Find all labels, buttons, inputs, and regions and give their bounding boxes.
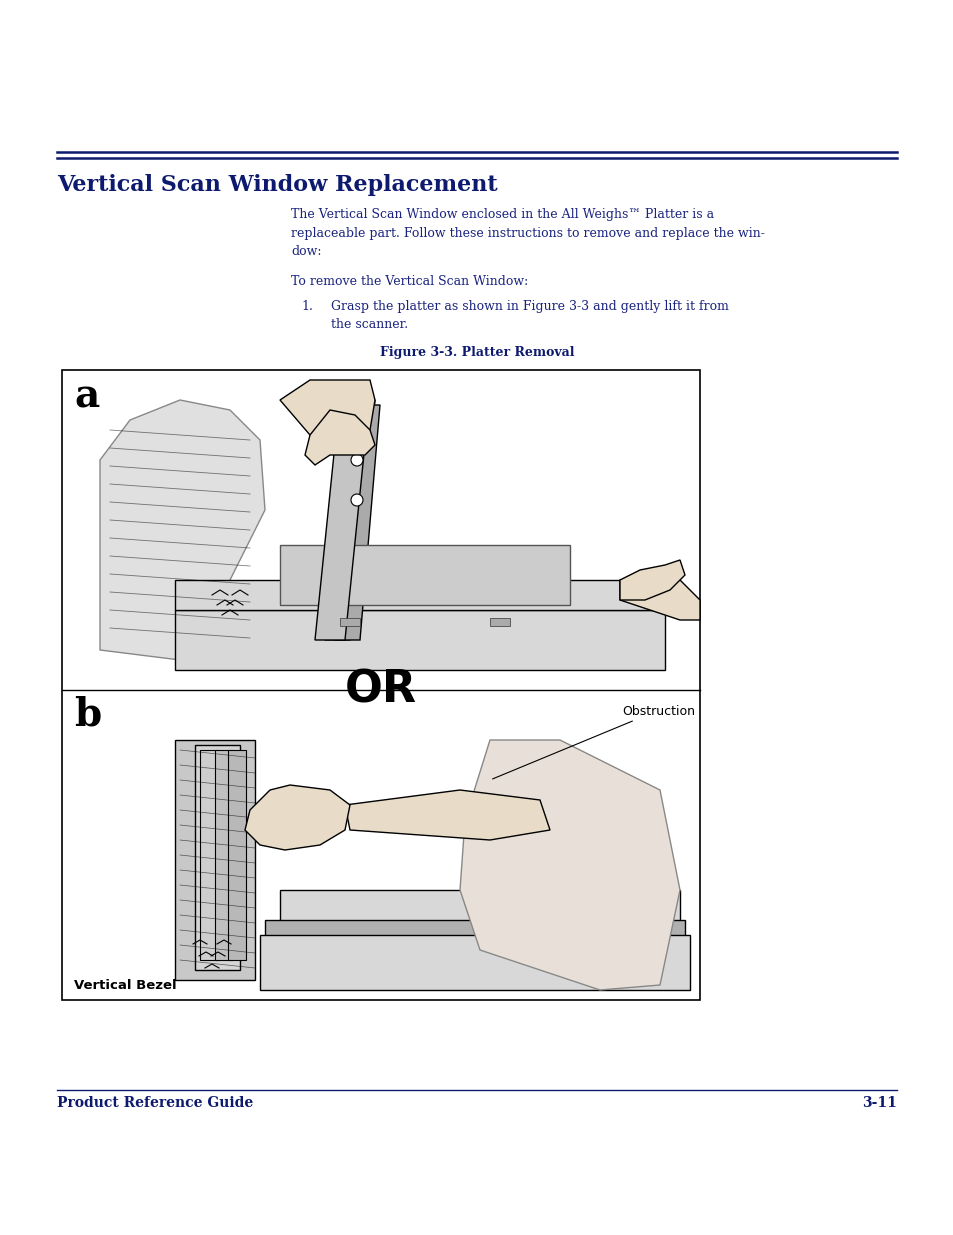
Text: The Vertical Scan Window enclosed in the All Weighs™ Platter is a
replaceable pa: The Vertical Scan Window enclosed in the… — [291, 207, 764, 258]
Bar — [174, 610, 664, 671]
Bar — [280, 545, 569, 605]
Polygon shape — [245, 785, 350, 850]
Text: a: a — [74, 378, 99, 416]
Polygon shape — [619, 580, 700, 620]
Bar — [194, 745, 240, 969]
Bar — [62, 370, 700, 1000]
Polygon shape — [325, 400, 375, 640]
Bar — [265, 920, 684, 950]
Polygon shape — [280, 380, 375, 435]
Text: Grasp the platter as shown in Figure 3-3 and gently lift it from
the scanner.: Grasp the platter as shown in Figure 3-3… — [331, 300, 728, 331]
Text: 3-11: 3-11 — [862, 1095, 896, 1110]
Text: Figure 3-3. Platter Removal: Figure 3-3. Platter Removal — [379, 346, 574, 359]
Text: Vertical Scan Window Replacement: Vertical Scan Window Replacement — [57, 174, 497, 196]
Text: To remove the Vertical Scan Window:: To remove the Vertical Scan Window: — [291, 275, 528, 288]
Bar — [260, 935, 689, 990]
Polygon shape — [305, 410, 375, 466]
Polygon shape — [619, 559, 684, 600]
Text: 1.: 1. — [300, 300, 313, 312]
Text: b: b — [74, 697, 101, 734]
Polygon shape — [174, 580, 664, 610]
Bar — [174, 740, 254, 981]
Text: Product Reference Guide: Product Reference Guide — [57, 1095, 253, 1110]
Polygon shape — [314, 395, 370, 640]
Text: Vertical Bezel: Vertical Bezel — [74, 979, 176, 992]
Bar — [228, 750, 246, 960]
Text: OR: OR — [345, 668, 416, 711]
Bar — [490, 618, 510, 626]
Bar — [200, 750, 218, 960]
Bar — [214, 750, 233, 960]
Polygon shape — [100, 400, 265, 659]
Circle shape — [351, 454, 363, 466]
Text: Obstruction: Obstruction — [621, 705, 695, 718]
Polygon shape — [345, 790, 550, 840]
Bar — [280, 890, 679, 945]
Bar — [339, 618, 359, 626]
Circle shape — [351, 494, 363, 506]
Polygon shape — [459, 740, 679, 990]
Polygon shape — [335, 405, 379, 640]
